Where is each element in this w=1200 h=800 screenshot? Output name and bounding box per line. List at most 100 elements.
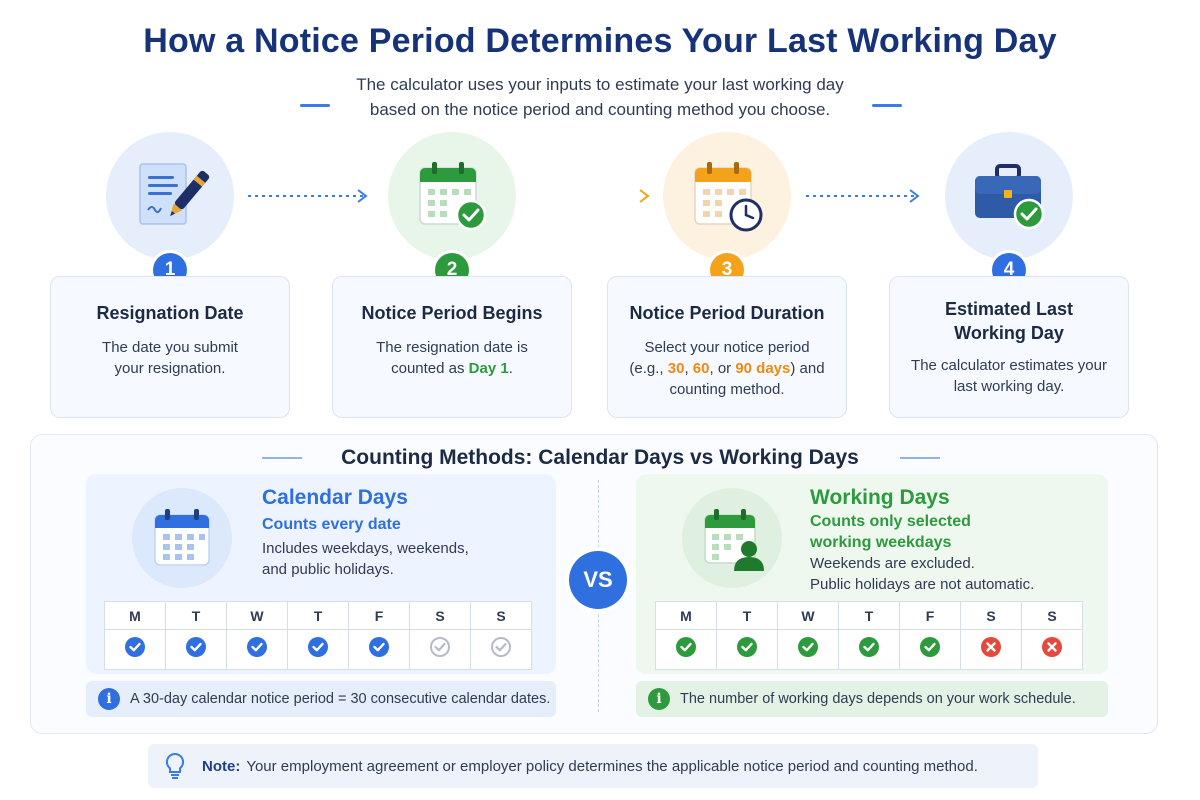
working-day-sat: S <box>960 601 1022 630</box>
calendar-day-mark-check-gray-icon <box>470 629 532 670</box>
working-day-thu: T <box>838 601 900 630</box>
calendar-days-icon-circle <box>132 488 232 588</box>
arrow-step-1-to-2 <box>248 189 368 203</box>
calendar-days-desc-line-1: Includes weekdays, weekends, <box>262 540 469 557</box>
panel-title-right-dash <box>900 457 940 459</box>
step-3-sep-1: , <box>684 360 693 377</box>
step-2-desc-line-1: The resignation date is <box>376 339 528 356</box>
calendar-clock-icon <box>694 162 763 232</box>
step-3-title: Notice Period Duration <box>629 303 825 323</box>
calendar-day-fri: F <box>348 601 410 630</box>
step-1-icon-circle <box>106 132 234 260</box>
step-3-sep-2: , or <box>709 360 736 377</box>
working-day-mark-check-green-icon <box>777 629 839 670</box>
footer-note-text: Your employment agreement or employer po… <box>246 757 978 775</box>
calendar-day-mark-check-gray-icon <box>409 629 471 670</box>
calendar-day-mark-check-blue-icon <box>287 629 349 670</box>
working-day-fri: F <box>899 601 961 630</box>
subtitle-line-2: based on the notice period and counting … <box>369 100 831 119</box>
calendar-day-tue: T <box>165 601 227 630</box>
step-3-highlight-90: 90 days <box>735 360 791 377</box>
step-3-card: Notice Period Duration Select your notic… <box>607 276 847 418</box>
working-days-subtitle-line-1: Counts only selected <box>810 513 971 530</box>
working-days-desc-line-2: Public holidays are not automatic. <box>810 576 1035 593</box>
step-2-day1-highlight: Day 1 <box>468 360 509 377</box>
working-days-info-box: i The number of working days depends on … <box>636 681 1108 717</box>
calendar-day-sun: S <box>470 601 532 630</box>
step-4-icon-circle <box>945 132 1073 260</box>
working-day-mark-check-green-icon <box>655 629 717 670</box>
info-icon: i <box>98 688 120 710</box>
step-2-title: Notice Period Begins <box>361 303 543 323</box>
calendar-days-title: Calendar Days <box>262 486 408 509</box>
calendar-days-week-table: M T W T F S S <box>104 601 532 670</box>
calendar-day-mark-check-blue-icon <box>348 629 410 670</box>
briefcase-check-icon <box>975 164 1045 230</box>
working-days-subtitle: Counts only selected working weekdays <box>810 511 971 553</box>
working-days-icon-circle <box>682 488 782 588</box>
step-4-title-line-2: Working Day <box>954 323 1064 343</box>
subtitle-line-1: The calculator uses your inputs to estim… <box>356 75 844 94</box>
footer-note-label: Note: <box>202 757 241 775</box>
calendar-day-thu: T <box>287 601 349 630</box>
panel-title-left-dash <box>262 457 302 459</box>
calendar-days-info-box: i A 30-day calendar notice period = 30 c… <box>86 681 556 717</box>
calendar-day-mark-check-blue-icon <box>165 629 227 670</box>
step-2-desc-pre: counted as <box>391 360 469 377</box>
calendar-person-icon <box>704 509 764 571</box>
step-2-card: Notice Period Begins The resignation dat… <box>332 276 572 418</box>
subtitle-right-dash <box>872 104 902 107</box>
step-1-desc-line-2: your resignation. <box>114 360 226 377</box>
working-day-tue: T <box>716 601 778 630</box>
calendar-day-sat: S <box>409 601 471 630</box>
working-day-mark-check-green-icon <box>838 629 900 670</box>
step-4-desc-line-2: last working day. <box>953 378 1065 395</box>
page-subtitle: The calculator uses your inputs to estim… <box>300 72 900 122</box>
working-day-mark-check-green-icon <box>716 629 778 670</box>
lightbulb-icon <box>165 752 185 779</box>
calendar-days-subtitle: Counts every date <box>262 516 401 533</box>
info-icon: i <box>648 688 670 710</box>
counting-methods-title: Counting Methods: Calendar Days vs Worki… <box>341 446 859 469</box>
working-days-week-table: M T W T F S S <box>655 601 1083 670</box>
working-day-mon: M <box>655 601 717 630</box>
vs-badge: VS <box>569 551 627 609</box>
calendar-days-info-text: A 30-day calendar notice period = 30 con… <box>130 691 551 707</box>
working-days-title: Working Days <box>810 486 950 509</box>
step-4-title-line-1: Estimated Last <box>944 299 1074 319</box>
step-3-desc-pre: (e.g., <box>629 360 668 377</box>
calendar-days-description: Includes weekdays, weekends, and public … <box>262 538 469 580</box>
working-day-mark-cross-red-icon <box>960 629 1022 670</box>
step-3-desc-post: ) and <box>790 360 825 377</box>
arrow-step-3-to-4 <box>806 189 920 203</box>
working-days-subtitle-line-2: working weekdays <box>810 534 952 551</box>
calendar-days-desc-line-2: and public holidays. <box>262 561 394 578</box>
arrow-step-2-to-3 <box>530 189 650 203</box>
step-1-title: Resignation Date <box>96 303 244 323</box>
working-day-sun: S <box>1021 601 1083 630</box>
step-4-card: Estimated Last Working Day The calculator… <box>889 276 1129 418</box>
calendar-day-mon: M <box>104 601 166 630</box>
step-1-desc-line-1: The date you submit <box>102 339 238 356</box>
working-day-mark-check-green-icon <box>899 629 961 670</box>
step-3-icon-circle <box>663 132 791 260</box>
subtitle-left-dash <box>300 104 330 107</box>
document-pen-icon <box>139 163 210 225</box>
step-2-icon-circle <box>388 132 516 260</box>
step-1-card: Resignation Date The date you submit you… <box>50 276 290 418</box>
footer-note: Note: Your employment agreement or emplo… <box>148 744 1038 788</box>
step-3-highlight-30: 30 <box>667 360 685 377</box>
step-2-desc-post: . <box>508 360 513 377</box>
step-3-desc-line-2: (e.g., 30, 60, or 90 days) and <box>608 358 846 379</box>
step-4-desc-line-1: The calculator estimates your <box>911 357 1107 374</box>
calendar-icon <box>154 509 210 566</box>
page-title: How a Notice Period Determines Your Last… <box>143 22 1057 60</box>
working-day-mark-cross-red-icon <box>1021 629 1083 670</box>
step-3-desc-line-1: Select your notice period <box>644 339 810 356</box>
calendar-day-wed: W <box>226 601 288 630</box>
calendar-check-icon <box>419 162 487 231</box>
step-4-title: Estimated Last Working Day <box>890 297 1128 345</box>
step-3-highlight-60: 60 <box>692 360 710 377</box>
calendar-day-mark-check-blue-icon <box>104 629 166 670</box>
working-days-desc-line-1: Weekends are excluded. <box>810 555 975 572</box>
